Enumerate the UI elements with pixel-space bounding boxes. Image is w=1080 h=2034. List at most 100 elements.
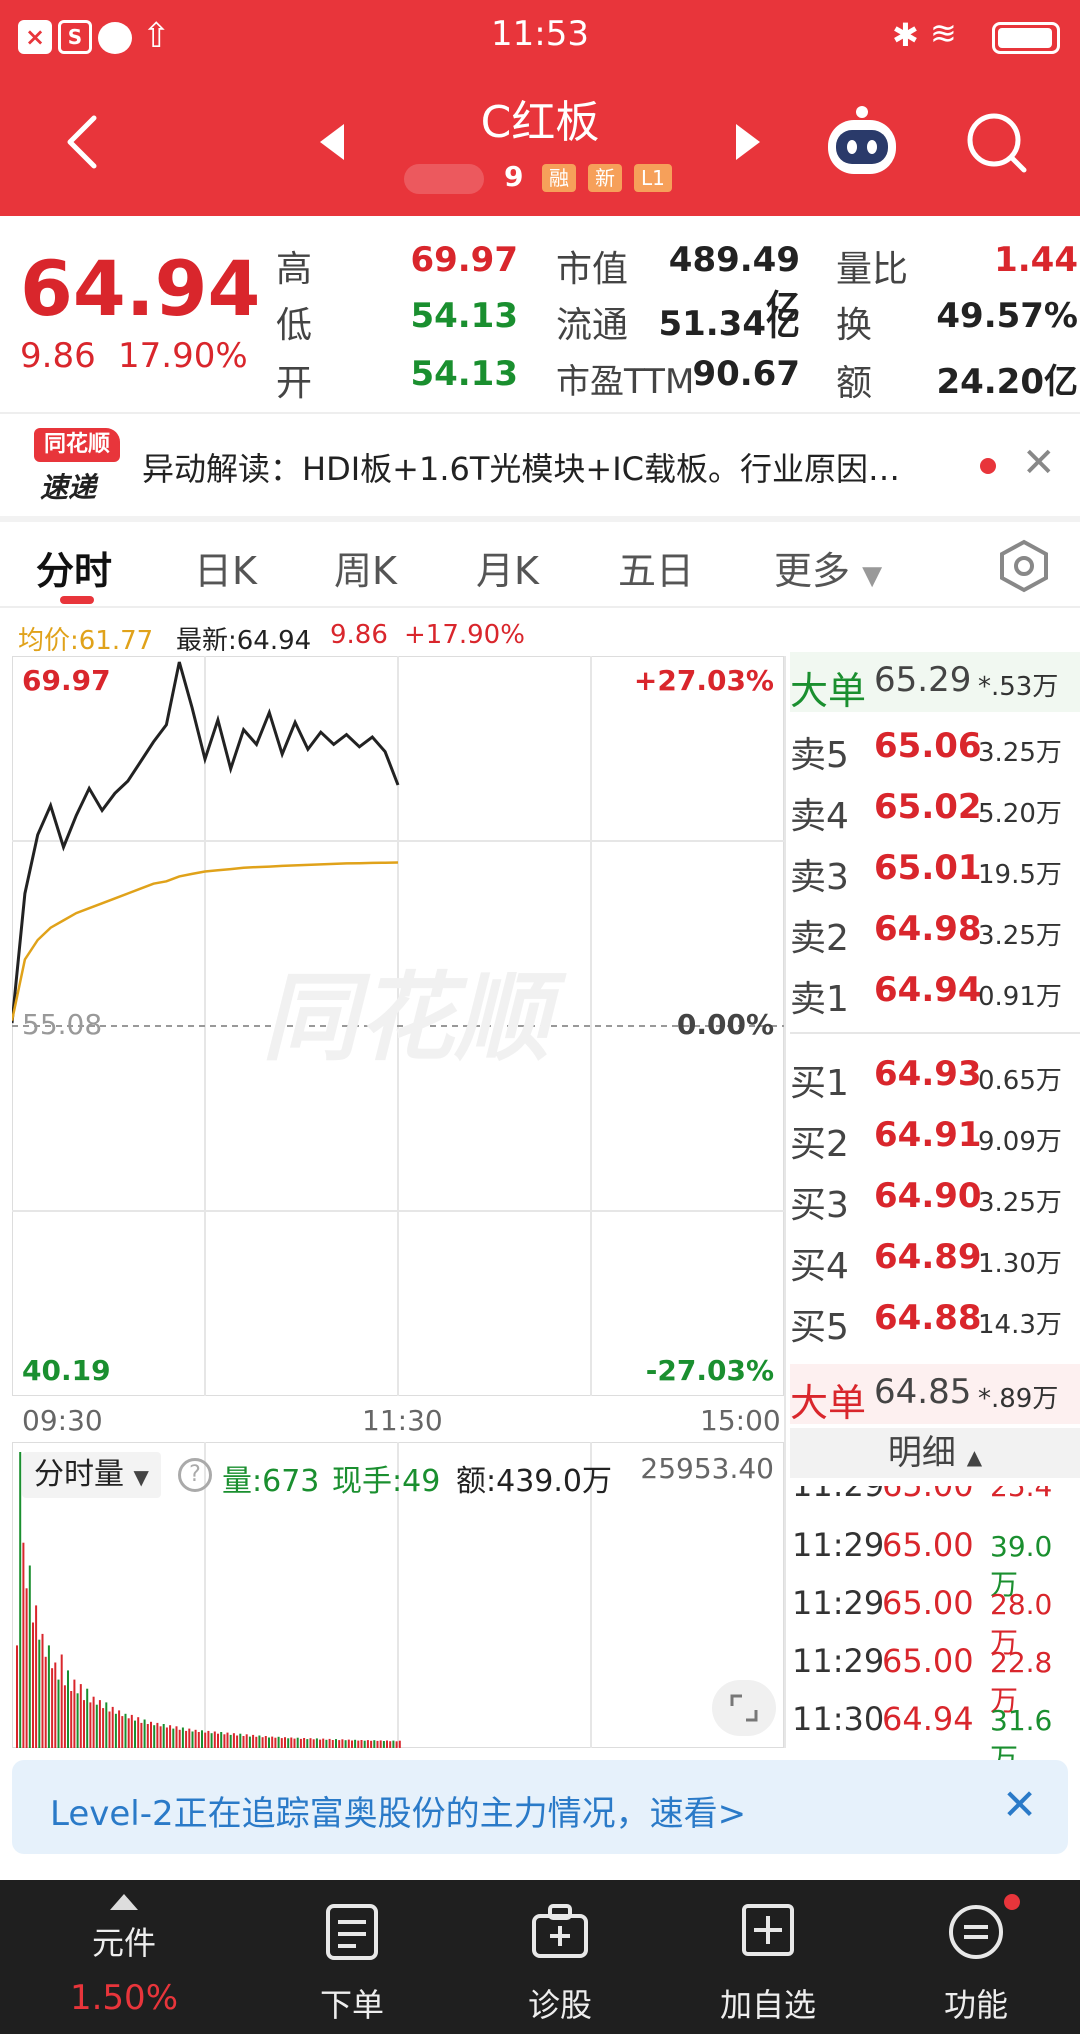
- detail-header[interactable]: 明细 ▲: [790, 1428, 1080, 1478]
- buy-3-vol: 3.25万: [978, 1188, 1062, 1218]
- buy-2-vol: 9.09万: [978, 1127, 1062, 1157]
- tab-monthly-k[interactable]: 月K: [476, 549, 539, 593]
- settings-hexagon-icon[interactable]: [996, 538, 1052, 594]
- badge-level: L1: [634, 164, 672, 192]
- order-button[interactable]: 下单: [272, 1880, 432, 2034]
- big-sell-order[interactable]: 大单 65.29 *.53万: [790, 652, 1080, 713]
- add-watchlist-label: 加自选: [719, 1986, 816, 2024]
- volume-bar: [22, 1542, 25, 1748]
- tick-vol: 25.4万: [990, 1486, 1053, 1503]
- tab-more[interactable]: 更多 ▼: [774, 540, 882, 595]
- sell-4-row[interactable]: 卖4 65.02 5.20万: [790, 779, 1080, 839]
- sell-5-vol: 3.25万: [978, 738, 1062, 768]
- detail-row: 11:29 65.00 28.0万: [790, 1580, 1080, 1659]
- buy-2-row[interactable]: 买2 64.91 9.09万: [790, 1107, 1080, 1167]
- volume-bar: [242, 1736, 245, 1748]
- y-tick-right-high: +27.03%: [633, 664, 774, 697]
- volume-bar: [213, 1731, 216, 1748]
- volume-bar: [108, 1711, 111, 1748]
- prev-stock-icon[interactable]: [318, 122, 348, 162]
- close-news-icon[interactable]: ✕: [1022, 440, 1056, 486]
- component-button[interactable]: 元件 1.50%: [44, 1880, 204, 2034]
- buy-3-row[interactable]: 买3 64.90 3.25万: [790, 1168, 1080, 1228]
- volume-bar: [328, 1738, 331, 1748]
- medical-kit-icon: [532, 1904, 588, 1958]
- volume-bar: [258, 1735, 261, 1748]
- volume-bar: [239, 1733, 242, 1748]
- stat-label-high: 高: [276, 249, 313, 290]
- intraday-price-chart[interactable]: 同花顺: [12, 656, 784, 1396]
- tick-price: 64.94: [882, 1700, 974, 1738]
- volume-bar: [226, 1732, 229, 1748]
- search-icon[interactable]: [962, 108, 1032, 178]
- stat-label-amount: 额: [836, 363, 873, 404]
- news-text[interactable]: 异动解读：HDI板+1.6T光模块+IC载板。行业原因…: [142, 450, 900, 488]
- stat-label-open: 开: [276, 363, 313, 404]
- stat-value-turnover: 49.57%: [936, 296, 1078, 336]
- diagnose-label: 诊股: [527, 1986, 592, 2024]
- menu-circle-icon: [949, 1905, 1003, 1959]
- volume-bar: [268, 1737, 270, 1748]
- buy-5-row[interactable]: 买5 64.88 14.3万: [790, 1290, 1080, 1350]
- volume-bar: [51, 1668, 54, 1748]
- volume-bar: [264, 1736, 267, 1748]
- volume-bar: [118, 1710, 121, 1748]
- y-tick-right-low: -27.03%: [645, 1354, 774, 1387]
- volume-bar: [290, 1737, 293, 1748]
- stat-value-low: 54.13: [410, 296, 518, 336]
- function-button[interactable]: 功能: [896, 1880, 1056, 2034]
- robot-assistant-icon[interactable]: [822, 104, 902, 180]
- diagnose-button[interactable]: 诊股: [480, 1880, 640, 2034]
- buy-1-row[interactable]: 买1 64.93 0.65万: [790, 1046, 1080, 1106]
- sell-2-row[interactable]: 卖2 64.98 3.25万: [790, 901, 1080, 961]
- sell-1-price: 64.94: [874, 970, 982, 1010]
- volume-bar: [319, 1739, 322, 1748]
- close-banner-icon[interactable]: ✕: [1002, 1780, 1038, 1829]
- tab-weekly-k[interactable]: 周K: [334, 549, 397, 593]
- stock-badges: 9 融 新 L1: [404, 160, 704, 198]
- add-watchlist-button[interactable]: 加自选: [688, 1880, 848, 2034]
- fullscreen-button[interactable]: [712, 1680, 776, 1736]
- tick-vol: 28.0万: [990, 1588, 1053, 1659]
- tab-five-day[interactable]: 五日: [618, 549, 695, 593]
- current-price: 64.94: [20, 244, 261, 333]
- next-stock-icon[interactable]: [732, 122, 762, 162]
- volume-bar: [344, 1740, 347, 1748]
- sell-2-price: 64.98: [874, 909, 982, 949]
- big-buy-order[interactable]: 大单 64.85 *.89万: [790, 1364, 1080, 1425]
- sell-1-label: 卖1: [790, 979, 849, 1020]
- volume-bar: [379, 1740, 382, 1748]
- volume-bar: [178, 1729, 181, 1748]
- buy-5-price: 64.88: [874, 1298, 982, 1338]
- volume-bar: [229, 1734, 232, 1748]
- tab-daily-k[interactable]: 日K: [194, 549, 257, 593]
- tick-price: 65.00: [882, 1584, 974, 1622]
- level2-banner[interactable]: Level-2正在追踪富奥股份的主力情况，速看> ✕: [12, 1760, 1068, 1854]
- volume-bar: [382, 1741, 385, 1748]
- sell-5-label: 卖5: [790, 735, 849, 776]
- volume-bar: [70, 1691, 73, 1748]
- buy-5-vol: 14.3万: [978, 1310, 1062, 1340]
- sell-3-row[interactable]: 卖3 65.01 19.5万: [790, 840, 1080, 900]
- banner-text[interactable]: Level-2正在追踪富奥股份的主力情况，速看>: [50, 1794, 747, 1834]
- volume-bar: [169, 1725, 172, 1748]
- help-icon[interactable]: ?: [178, 1458, 212, 1492]
- buy-4-row[interactable]: 买4 64.89 1.30万: [790, 1229, 1080, 1289]
- news-ticker[interactable]: 同花顺 速递 异动解读：HDI板+1.6T光模块+IC载板。行业原因… ✕: [0, 414, 1080, 516]
- volume-selector[interactable]: 分时量 ▼: [22, 1452, 161, 1498]
- sell-2-vol: 3.25万: [978, 921, 1062, 951]
- volume-bar: [188, 1728, 191, 1748]
- back-icon[interactable]: [62, 112, 102, 172]
- y-tick-high: 69.97: [22, 664, 111, 697]
- volume-bar: [35, 1605, 38, 1748]
- tab-intraday[interactable]: 分时: [36, 549, 113, 593]
- sell-5-row[interactable]: 卖5 65.06 3.25万: [790, 718, 1080, 778]
- stat-value-high: 69.97: [410, 240, 518, 280]
- buy-4-price: 64.89: [874, 1237, 982, 1277]
- volume-bar: [150, 1721, 152, 1748]
- sell-1-row[interactable]: 卖1 64.94 0.91万: [790, 962, 1080, 1022]
- volume-bar: [153, 1725, 156, 1748]
- volume-bar: [351, 1740, 353, 1748]
- big-sell-price: 65.29: [874, 660, 972, 700]
- avatar-dots: [404, 164, 484, 194]
